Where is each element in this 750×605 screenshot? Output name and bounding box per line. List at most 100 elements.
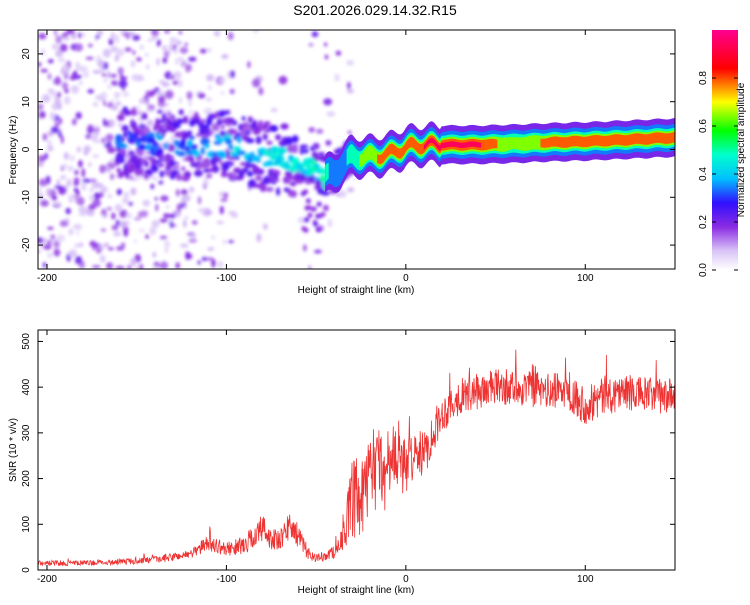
ridge-blob bbox=[224, 138, 233, 145]
noise-blob bbox=[152, 251, 157, 258]
noise-blob bbox=[252, 30, 259, 33]
spectrogram-ylabel: Frequency (Hz) bbox=[8, 116, 19, 185]
noise-blob bbox=[38, 186, 42, 194]
noise-blob bbox=[54, 201, 62, 206]
ridge-blob bbox=[228, 128, 238, 135]
noise-blob bbox=[155, 203, 159, 212]
ridge-blob bbox=[181, 131, 190, 140]
noise-blob bbox=[49, 111, 56, 121]
ridge-blob bbox=[280, 148, 289, 153]
noise-blob bbox=[139, 263, 144, 269]
ridge-blob bbox=[211, 165, 220, 173]
noise-blob bbox=[47, 226, 54, 230]
noise-blob bbox=[102, 48, 111, 58]
noise-blob bbox=[94, 95, 104, 100]
noise-blob bbox=[297, 217, 306, 224]
noise-blob bbox=[159, 218, 169, 223]
noise-blob bbox=[146, 38, 153, 42]
spectrogram-marks bbox=[38, 30, 675, 269]
noise-blob bbox=[180, 189, 188, 196]
snr-xtick-label: -200 bbox=[37, 574, 57, 585]
noise-blob bbox=[219, 205, 224, 215]
ridge-blob bbox=[313, 163, 321, 169]
ridge-blob bbox=[187, 130, 192, 137]
noise-blob bbox=[85, 56, 94, 61]
noise-blob bbox=[206, 74, 215, 82]
noise-blob bbox=[185, 63, 192, 72]
noise-blob bbox=[220, 124, 225, 130]
ridge-blob bbox=[273, 172, 279, 180]
noise-blob bbox=[168, 46, 172, 55]
snr-ytick-label: 400 bbox=[21, 378, 32, 395]
ridge-blob bbox=[182, 119, 189, 124]
noise-blob bbox=[219, 78, 226, 84]
noise-blob bbox=[99, 164, 106, 174]
snr-axes: -200 -100 0 100 0 100 200 300 400 500 bbox=[21, 330, 675, 585]
noise-blob bbox=[63, 152, 70, 160]
ridge-blob bbox=[199, 119, 206, 123]
ridge-blob bbox=[262, 133, 268, 141]
noise-blob bbox=[99, 186, 108, 193]
noise-blob bbox=[56, 91, 61, 98]
ridge-blob bbox=[320, 211, 326, 217]
noise-blob bbox=[156, 57, 160, 66]
noise-blob bbox=[103, 78, 107, 83]
ridge-blob bbox=[195, 133, 201, 137]
noise-blob bbox=[201, 256, 207, 262]
ridge-blob bbox=[269, 153, 279, 161]
noise-blob bbox=[78, 159, 83, 168]
noise-blob bbox=[167, 213, 176, 219]
noise-blob bbox=[58, 130, 62, 138]
noise-blob bbox=[335, 50, 342, 56]
noise-blob bbox=[133, 239, 137, 243]
signal-band-segment bbox=[325, 162, 329, 183]
noise-blob bbox=[327, 218, 333, 228]
noise-blob bbox=[47, 73, 52, 80]
noise-blob bbox=[122, 91, 130, 97]
noise-blob bbox=[177, 57, 184, 61]
noise-blob bbox=[207, 247, 214, 251]
ridge-blob bbox=[306, 205, 312, 211]
ridge-blob bbox=[200, 134, 209, 138]
noise-blob bbox=[44, 152, 49, 160]
ridge-blob bbox=[259, 183, 267, 192]
noise-blob bbox=[134, 217, 141, 221]
noise-blob bbox=[38, 243, 44, 248]
noise-blob bbox=[155, 90, 165, 97]
noise-blob bbox=[99, 191, 104, 198]
noise-blob bbox=[132, 50, 136, 55]
noise-blob bbox=[50, 126, 60, 133]
noise-blob bbox=[90, 135, 98, 141]
noise-blob bbox=[138, 228, 146, 233]
snr-plot-frame bbox=[38, 330, 675, 570]
noise-blob bbox=[205, 257, 214, 261]
noise-blob bbox=[124, 154, 131, 160]
noise-blob bbox=[150, 183, 155, 190]
noise-blob bbox=[106, 262, 113, 269]
noise-blob bbox=[177, 79, 184, 88]
ridge-blob bbox=[283, 162, 291, 171]
ridge-blob bbox=[200, 161, 210, 168]
noise-blob bbox=[55, 35, 62, 44]
noise-blob bbox=[152, 89, 156, 96]
noise-blob bbox=[81, 168, 86, 178]
noise-blob bbox=[184, 42, 188, 47]
noise-blob bbox=[108, 38, 114, 46]
noise-blob bbox=[180, 243, 189, 248]
noise-blob bbox=[182, 194, 191, 202]
signal-band-segment bbox=[540, 131, 675, 148]
noise-blob bbox=[115, 219, 120, 226]
snr-ylabel: SNR (10 * v/v) bbox=[8, 418, 19, 482]
noise-blob bbox=[92, 154, 100, 158]
colorbar-tick-label: 0.4 bbox=[698, 167, 709, 181]
ridge-blob bbox=[180, 138, 186, 147]
noise-blob bbox=[346, 88, 355, 94]
ridge-blob bbox=[163, 143, 169, 149]
noise-blob bbox=[182, 219, 187, 228]
noise-blob bbox=[173, 71, 182, 80]
noise-blob bbox=[83, 69, 89, 79]
noise-blob bbox=[105, 103, 115, 108]
noise-blob bbox=[47, 59, 54, 64]
noise-blob bbox=[203, 107, 213, 115]
